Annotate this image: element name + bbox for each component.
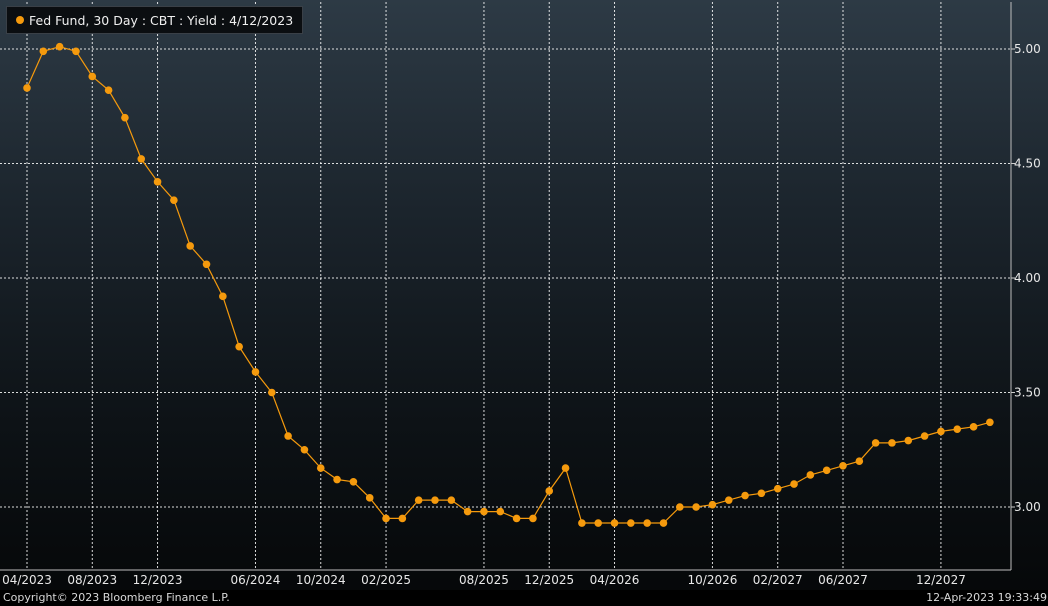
- data-point[interactable]: [627, 519, 635, 527]
- data-point[interactable]: [871, 439, 880, 447]
- data-point[interactable]: [578, 519, 586, 527]
- x-tick-label: 12/2025: [524, 573, 574, 587]
- data-point[interactable]: [55, 42, 64, 51]
- data-point[interactable]: [512, 514, 521, 523]
- x-tick-label: 12/2023: [133, 573, 183, 587]
- data-point[interactable]: [300, 445, 309, 454]
- data-point[interactable]: [251, 368, 260, 376]
- timestamp-text: 12-Apr-2023 19:33:49: [926, 591, 1047, 604]
- y-tick-label: 4.00: [1014, 271, 1041, 285]
- data-point[interactable]: [708, 500, 717, 509]
- data-point[interactable]: [88, 72, 97, 81]
- data-point[interactable]: [431, 496, 439, 504]
- data-point[interactable]: [170, 196, 178, 204]
- x-tick-label: 10/2024: [296, 573, 346, 587]
- data-point[interactable]: [659, 519, 668, 527]
- axes: [0, 2, 1015, 571]
- data-point[interactable]: [137, 155, 146, 163]
- data-point[interactable]: [643, 519, 651, 527]
- x-tick-label: 04/2026: [590, 573, 640, 587]
- data-point[interactable]: [268, 388, 276, 397]
- data-point[interactable]: [773, 484, 782, 493]
- footer-bar: Copyright© 2023 Bloomberg Finance L.P. 1…: [0, 590, 1048, 606]
- data-point[interactable]: [610, 519, 619, 527]
- data-point[interactable]: [855, 457, 864, 466]
- data-point[interactable]: [414, 496, 423, 504]
- data-point[interactable]: [986, 418, 994, 427]
- series-layer: [23, 42, 994, 527]
- data-point[interactable]: [937, 427, 945, 436]
- data-point[interactable]: [594, 519, 602, 527]
- data-point[interactable]: [284, 432, 292, 440]
- data-point[interactable]: [561, 464, 570, 472]
- gridlines: [0, 2, 1011, 570]
- data-point[interactable]: [23, 84, 31, 92]
- data-point[interactable]: [953, 425, 962, 433]
- data-point[interactable]: [153, 178, 162, 186]
- x-tick-label: 08/2025: [459, 573, 509, 587]
- data-point[interactable]: [692, 503, 700, 511]
- data-point[interactable]: [365, 494, 374, 502]
- data-point[interactable]: [741, 491, 749, 500]
- y-tick-label: 3.00: [1014, 500, 1041, 514]
- data-point[interactable]: [969, 423, 978, 431]
- data-point[interactable]: [104, 86, 113, 95]
- copyright-text: Copyright© 2023 Bloomberg Finance L.P.: [3, 591, 230, 604]
- data-point[interactable]: [496, 507, 505, 516]
- legend-label: Fed Fund, 30 Day : CBT : Yield : 4/12/20…: [29, 12, 294, 28]
- data-point[interactable]: [904, 436, 913, 445]
- data-point[interactable]: [333, 475, 341, 484]
- x-tick-label: 02/2027: [753, 573, 803, 587]
- data-point[interactable]: [545, 487, 554, 495]
- legend[interactable]: Fed Fund, 30 Day : CBT : Yield : 4/12/20…: [6, 6, 304, 34]
- legend-marker-icon: [16, 16, 24, 24]
- data-point[interactable]: [790, 480, 798, 488]
- data-point[interactable]: [806, 471, 815, 479]
- data-point[interactable]: [72, 47, 80, 56]
- data-point[interactable]: [235, 342, 243, 351]
- data-point[interactable]: [316, 464, 325, 472]
- y-tick-label: 4.50: [1014, 157, 1041, 171]
- data-point[interactable]: [463, 507, 472, 516]
- data-point[interactable]: [822, 466, 831, 475]
- y-tick-label: 3.50: [1014, 386, 1041, 400]
- x-tick-label: 10/2026: [688, 573, 738, 587]
- data-point[interactable]: [676, 503, 684, 511]
- data-point[interactable]: [398, 514, 407, 523]
- data-point[interactable]: [219, 292, 227, 301]
- tick-labels: 3.00 3.50 4.00 4.50 5.00 04/2023 08/2023 12/202…: [2, 42, 1041, 587]
- data-point[interactable]: [480, 507, 488, 516]
- data-point[interactable]: [839, 461, 847, 470]
- x-tick-label: 06/2027: [818, 573, 868, 587]
- data-point[interactable]: [757, 489, 766, 498]
- x-tick-label: 06/2024: [231, 573, 281, 587]
- data-point[interactable]: [202, 260, 211, 269]
- data-point[interactable]: [39, 47, 48, 56]
- data-point[interactable]: [382, 514, 390, 523]
- data-point[interactable]: [349, 478, 358, 486]
- series-line: [26, 46, 991, 524]
- data-point[interactable]: [121, 113, 129, 122]
- y-tick-label: 5.00: [1014, 42, 1041, 56]
- x-tick-label: 12/2027: [916, 573, 966, 587]
- x-tick-label: 04/2023: [2, 573, 52, 587]
- data-point[interactable]: [920, 432, 929, 440]
- data-point[interactable]: [186, 242, 194, 250]
- x-tick-label: 08/2023: [67, 573, 117, 587]
- data-point[interactable]: [529, 514, 537, 523]
- data-point[interactable]: [724, 496, 733, 504]
- data-point[interactable]: [447, 496, 456, 504]
- data-point[interactable]: [888, 439, 896, 447]
- x-tick-label: 02/2025: [361, 573, 411, 587]
